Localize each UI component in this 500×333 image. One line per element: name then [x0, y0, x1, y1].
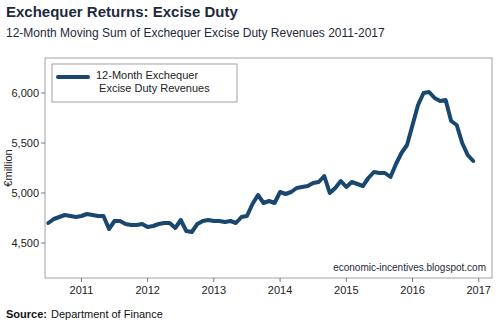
source: Source: Department of Finance — [6, 308, 163, 320]
plot-frame — [45, 58, 492, 278]
x-tick — [280, 278, 281, 282]
x-tick — [81, 278, 82, 282]
x-tick — [478, 278, 479, 282]
x-tick-label: 2015 — [334, 284, 358, 296]
y-tick — [41, 193, 45, 194]
x-tick-label: 2011 — [70, 284, 94, 296]
y-tick-label: 5,500 — [11, 137, 39, 149]
source-label: Source: — [6, 308, 47, 320]
y-tick — [41, 243, 45, 244]
y-axis-label: €million — [2, 149, 14, 186]
x-tick — [213, 278, 214, 282]
series-line — [48, 92, 473, 232]
x-tick-label: 2017 — [467, 284, 491, 296]
subtitle: 12-Month Moving Sum of Exchequer Excise … — [6, 26, 385, 40]
source-text: Department of Finance — [51, 308, 163, 320]
note: economic-incentives.blogspot.com — [333, 262, 486, 273]
x-tick-label: 2014 — [268, 284, 292, 296]
x-tick — [147, 278, 148, 282]
y-tick-label: 5,000 — [11, 187, 39, 199]
y-tick — [41, 93, 45, 94]
legend-box — [52, 64, 237, 102]
legend-label: 12-Month Exchequer Excise Duty Revenues — [96, 69, 210, 94]
title: Exchequer Returns: Excise Duty — [6, 3, 238, 20]
legend: 12-Month Exchequer Excise Duty Revenues — [52, 64, 237, 102]
legend-label-line: Excise Duty Revenues — [96, 82, 210, 94]
legend-swatch — [58, 75, 88, 79]
y-tick-label: 4,500 — [11, 237, 39, 249]
x-tick — [412, 278, 413, 282]
x-tick — [346, 278, 347, 282]
chart: Exchequer Returns: Excise Duty 12-Month M… — [0, 0, 500, 333]
legend-label-line: 12-Month Exchequer — [96, 69, 198, 81]
x-tick-label: 2012 — [135, 284, 159, 296]
x-tick-label: 2013 — [202, 284, 226, 296]
y-tick — [41, 143, 45, 144]
y-tick-label: 6,000 — [11, 87, 39, 99]
plot-area — [48, 92, 473, 232]
x-tick-label: 2016 — [400, 284, 424, 296]
